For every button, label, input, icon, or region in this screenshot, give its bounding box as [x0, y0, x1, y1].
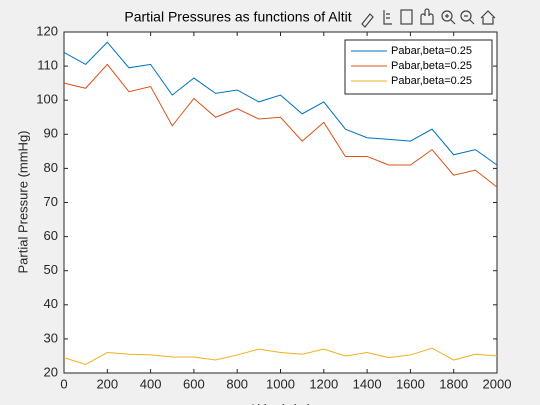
x-tick-label: 2000 — [483, 376, 512, 391]
x-tick-label: 1800 — [439, 376, 468, 391]
y-tick-label: 70 — [44, 194, 58, 209]
x-tick-label: 200 — [96, 376, 118, 391]
y-tick-label: 120 — [36, 23, 58, 38]
x-tick-label: 400 — [140, 376, 162, 391]
toolbar — [355, 6, 537, 28]
legend-box — [344, 39, 493, 95]
y-tick-label: 110 — [37, 58, 58, 73]
y-tick-label: 30 — [44, 330, 58, 345]
zoom-in-icon[interactable] — [441, 10, 453, 22]
legend-icon[interactable] — [400, 9, 413, 25]
legend: Pabar,beta=0.25 Pabar,beta=0.25 Pabar,beta… — [344, 39, 493, 95]
legend-label: Pabar,beta=0.25 — [391, 60, 472, 72]
y-tick-label: 100 — [36, 92, 58, 107]
chart-title: Partial Pressures as functions of Altit — [124, 9, 351, 25]
toolbar-bg — [355, 6, 537, 28]
y-axis-label: Partial Pressure (mmHg) — [15, 130, 30, 273]
x-tick-label: 0 — [60, 376, 67, 391]
data-line — [63, 41, 498, 166]
y-tick-label: 20 — [44, 364, 58, 379]
legend-label: Pabar,beta=0.25 — [391, 75, 472, 87]
home-icon[interactable] — [480, 10, 496, 25]
x-tick-label: 1600 — [396, 376, 425, 391]
y-tick-label: 80 — [44, 160, 58, 175]
x-tick-label: 1000 — [266, 376, 295, 391]
y-tick-label: 50 — [44, 262, 58, 277]
datatip-icon[interactable] — [383, 10, 392, 25]
legend-label: Pabar,beta=0.25 — [391, 45, 472, 57]
pan-icon[interactable] — [420, 8, 434, 25]
data-line — [63, 347, 498, 366]
brush-icon[interactable] — [361, 13, 374, 28]
data-line — [63, 63, 498, 188]
x-tick-label: 1200 — [309, 376, 338, 391]
x-axis-label: Altitude(m) — [249, 401, 312, 405]
y-tick-label: 90 — [44, 126, 58, 141]
x-tick-label: 1400 — [353, 376, 382, 391]
x-tick-label: 800 — [226, 376, 248, 391]
y-tick-label: 60 — [44, 228, 58, 243]
y-tick-label: 40 — [44, 296, 58, 311]
axes-box — [63, 31, 498, 374]
x-tick-label: 600 — [183, 376, 205, 391]
zoom-out-icon[interactable] — [460, 10, 472, 22]
